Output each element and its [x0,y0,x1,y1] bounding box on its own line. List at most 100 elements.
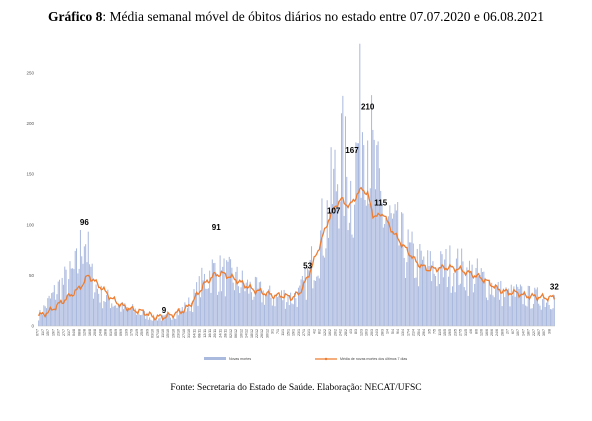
bar [322,255,324,326]
bar [518,288,520,326]
x-tick-label: 14/12 [245,329,249,338]
bar [185,311,187,326]
bar [530,308,532,326]
bar [243,283,245,326]
bar [523,290,525,326]
bar [330,147,332,326]
x-tick-label: 21/9 [135,329,139,336]
x-tick-label: 24/2 [339,329,343,336]
x-tick-label: 20/3 [370,329,374,336]
bar [87,231,89,326]
bar [275,293,277,326]
bar [419,244,421,326]
bar [324,257,326,326]
x-tick-label: 7/1 [276,329,280,334]
bar [64,266,66,326]
bar [121,301,123,326]
bar [74,250,76,326]
x-tick-label: 12/2 [323,329,327,336]
bar [307,267,309,326]
bar [506,291,508,326]
bar [452,286,454,326]
bar [192,312,194,326]
bar [154,320,156,326]
bar [292,304,294,326]
bar [437,267,439,326]
bar [153,314,155,326]
bar [300,279,302,326]
bar [269,285,271,326]
bar [214,262,216,326]
bar [527,285,529,326]
bar [273,299,275,326]
x-tick-label: 26/12 [260,329,264,338]
bar [386,220,388,326]
x-tick-label: 07/10 [156,329,160,338]
bar [374,189,376,326]
x-tick-label: 13/4 [401,329,405,336]
x-tick-label: 27/10 [182,329,186,338]
bar [361,132,363,326]
bar [350,180,352,326]
bar [367,140,369,326]
x-tick-label: 13/9 [124,329,128,336]
bar [266,294,268,326]
bar [519,284,521,326]
bar [308,270,310,326]
bar [38,320,40,326]
bar [418,286,420,326]
x-tick-label: 12/8 [83,329,87,336]
bar [377,141,379,326]
bar [172,317,174,326]
bar [497,282,499,326]
bar [438,283,440,326]
bar [205,288,207,326]
bar [270,297,272,326]
moving-average-line [38,186,555,321]
bar [209,270,211,326]
bar [297,287,299,326]
bar [42,314,44,326]
legend-label-line: Média de novas mortes dos últimos 7 dias [340,357,407,361]
bar [103,300,105,326]
bar [457,248,459,326]
bar [331,204,333,326]
bar [184,302,186,326]
x-tick-label: 4/2 [312,329,316,334]
bar [124,303,126,326]
bar [526,306,528,326]
x-tick-label: 30/12 [265,329,269,338]
x-tick-label: 31/7 [67,329,71,336]
x-tick-label: 23/10 [177,329,181,338]
x-tick-label: 3/1 [271,329,275,334]
bar [540,309,542,326]
x-tick-label: 18/7 [527,329,531,336]
bar [145,318,147,326]
bar [390,213,392,326]
x-tick-label: 27/7 [62,329,66,336]
bar [398,245,400,326]
bar [294,293,296,326]
x-tick-label: 18/12 [250,329,254,338]
legend: Novas mortes Média de novas mortes dos úl… [204,357,407,361]
bar [385,217,387,326]
bar [280,290,282,326]
bar [492,295,494,326]
bar [286,302,288,326]
bar [305,299,307,326]
bar [536,287,538,326]
bar [197,305,199,326]
bar [314,280,316,326]
bar [245,282,247,326]
bar [355,142,357,326]
bar [504,297,506,326]
bar [291,303,293,326]
bar [98,293,100,326]
bar [277,297,279,326]
bar [134,308,136,326]
data-label: 91 [212,223,221,232]
x-tick-label: 24/6 [495,329,499,336]
bar [186,308,188,326]
bar [142,311,144,326]
bar [278,295,280,326]
